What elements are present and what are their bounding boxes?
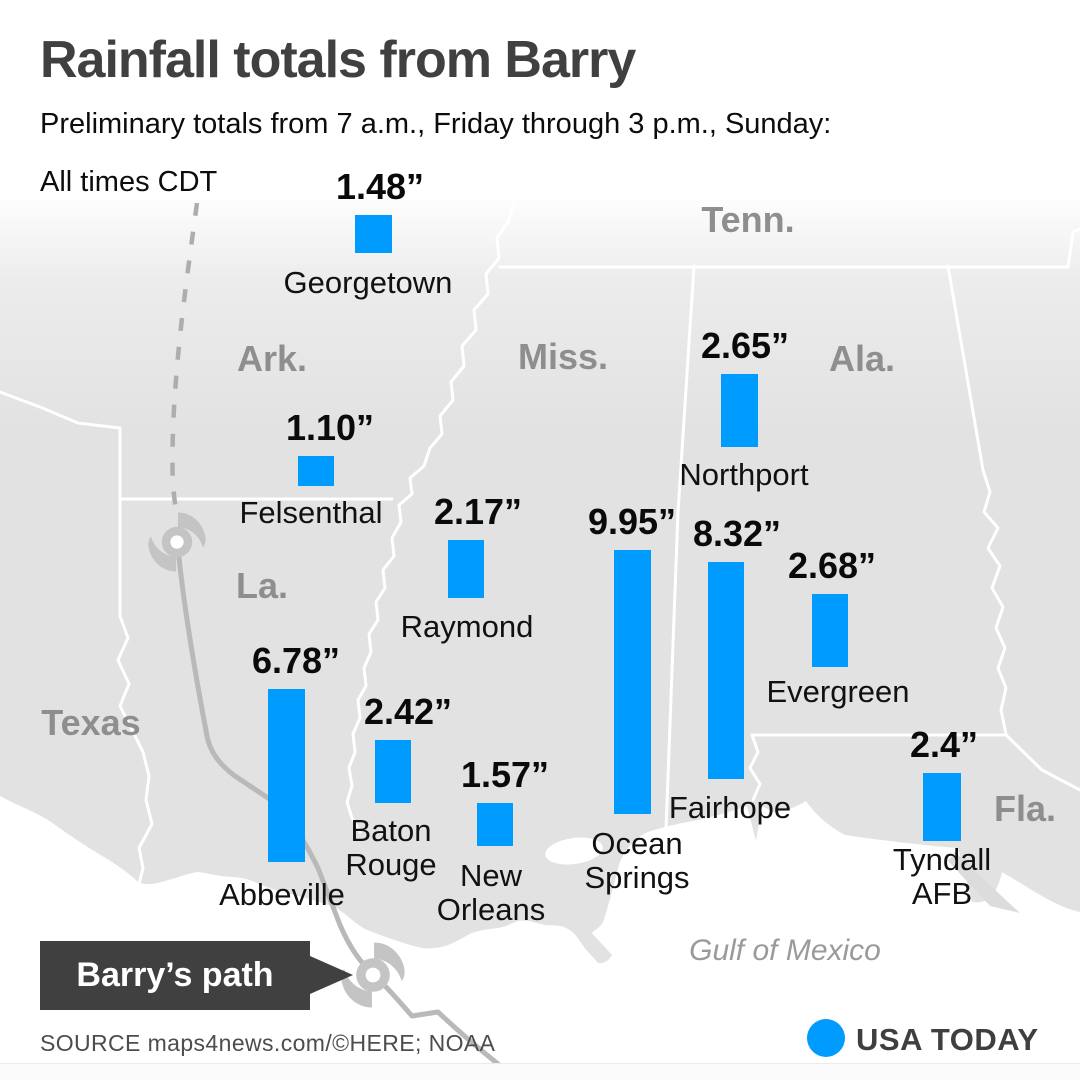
rainfall-value: 2.17”	[433, 491, 523, 532]
border-florida-alabama	[750, 733, 1080, 792]
barrys-path-solid	[175, 547, 518, 1080]
rainfall-value: 2.4”	[909, 724, 979, 765]
rainfall-value: 1.48”	[335, 166, 425, 207]
mississippi-river	[345, 201, 516, 834]
rainfall-value: 9.95”	[587, 501, 677, 542]
page-title: Rainfall totals from Barry	[40, 31, 636, 89]
station-label: Baton Rouge	[345, 813, 437, 882]
border-mississippi-alabama	[664, 264, 696, 832]
station-label: Raymond	[400, 609, 534, 644]
state-label-miss: Miss.	[517, 336, 609, 377]
station-label: Georgetown	[283, 265, 453, 300]
rainfall-value: 2.65”	[700, 325, 790, 366]
state-label-la: La.	[235, 565, 288, 606]
state-label-tenn: Tenn.	[701, 199, 795, 240]
border-alabama-georgia	[946, 264, 1008, 736]
station-label: Felsenthal	[239, 495, 383, 530]
rainfall-bar	[721, 374, 758, 447]
rainfall-bar	[355, 215, 392, 253]
rainfall-bar	[614, 550, 651, 814]
rainfall-value: 6.78”	[251, 640, 341, 681]
rainfall-value: 1.57”	[460, 754, 550, 795]
rainfall-value: 2.42”	[363, 691, 453, 732]
usa-today-logo-dot	[807, 1019, 845, 1057]
border-florida-west-river	[748, 733, 762, 802]
border-texas-north	[0, 390, 122, 430]
border-sabine-river	[116, 614, 154, 886]
state-label-ala: Ala.	[828, 338, 896, 379]
station-label: Fairhope	[668, 790, 792, 825]
rainfall-bar	[923, 773, 961, 841]
lake-pontchartrain	[545, 837, 603, 865]
coastal-spit	[948, 852, 1020, 913]
time-note: All times CDT	[40, 166, 218, 198]
border-tennessee	[498, 227, 1080, 269]
rainfall-bar	[448, 540, 484, 598]
state-label-texas: Texas	[41, 702, 141, 743]
legend-arrow	[310, 956, 353, 994]
footer-band	[0, 1063, 1080, 1080]
station-label: Evergreen	[766, 674, 910, 709]
source-credit: SOURCE maps4news.com/©HERE; NOAA	[40, 1030, 496, 1056]
page-subtitle: Preliminary totals from 7 a.m., Friday t…	[40, 108, 832, 140]
station-label: Tyndall AFB	[892, 842, 992, 911]
station-label: Ocean Springs	[584, 826, 690, 895]
station-label: Northport	[679, 457, 809, 492]
rainfall-bar	[268, 689, 305, 862]
gulf-of-mexico-label: Gulf of Mexico	[689, 934, 881, 967]
rainfall-bar	[708, 562, 744, 779]
station-label: New Orleans	[436, 858, 546, 927]
rainfall-bar	[298, 456, 334, 486]
usa-today-wordmark: USA TODAY	[856, 1022, 1039, 1057]
state-label-fla: Fla.	[993, 788, 1056, 829]
barrys-path-legend: Barry’s path	[40, 941, 310, 1010]
station-label: Abbeville	[219, 877, 345, 912]
state-label-ark: Ark.	[236, 338, 308, 379]
rainfall-value: 8.32”	[692, 513, 782, 554]
rainfall-value: 1.10”	[285, 407, 375, 448]
rainfall-bar	[477, 803, 513, 846]
rainfall-bar	[812, 594, 848, 667]
rainfall-value: 2.68”	[787, 545, 877, 586]
rainfall-bar	[375, 740, 411, 803]
